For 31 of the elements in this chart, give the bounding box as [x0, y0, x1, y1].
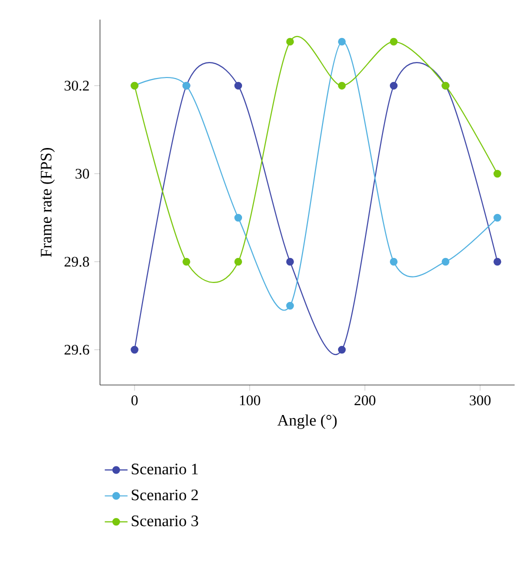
y-tick-label: 29.8: [64, 256, 90, 267]
point: [234, 82, 242, 90]
x-tick-label: 200: [354, 395, 376, 406]
point: [182, 258, 190, 266]
point: [390, 82, 398, 90]
x-axis-title: Angle (°): [277, 414, 337, 429]
y-tick-label: 29.6: [64, 344, 90, 355]
point: [338, 346, 346, 354]
point: [494, 170, 502, 178]
point: [494, 258, 502, 266]
x-tick-label: 100: [240, 395, 260, 406]
y-tick-label: 30: [76, 168, 90, 179]
point: [338, 82, 346, 90]
legend-label: Scenario 3: [132, 516, 198, 526]
y-tick-label: 30.2: [64, 80, 89, 91]
x-tick-label: 0: [131, 395, 138, 406]
point: [286, 38, 294, 46]
x-tick-label: 300: [470, 395, 491, 406]
point: [338, 38, 346, 46]
point: [234, 214, 242, 222]
point: [286, 258, 294, 266]
point: [390, 38, 398, 46]
point: [286, 302, 294, 310]
point: [234, 258, 242, 266]
point: [390, 258, 398, 266]
legend-label: Scenario 2: [132, 490, 198, 500]
point: [442, 258, 450, 266]
point: [130, 346, 138, 354]
point: [494, 214, 502, 222]
legend-label: Scenario 1: [132, 464, 198, 474]
y-axis-title: Frame rate (FPS): [40, 148, 55, 257]
